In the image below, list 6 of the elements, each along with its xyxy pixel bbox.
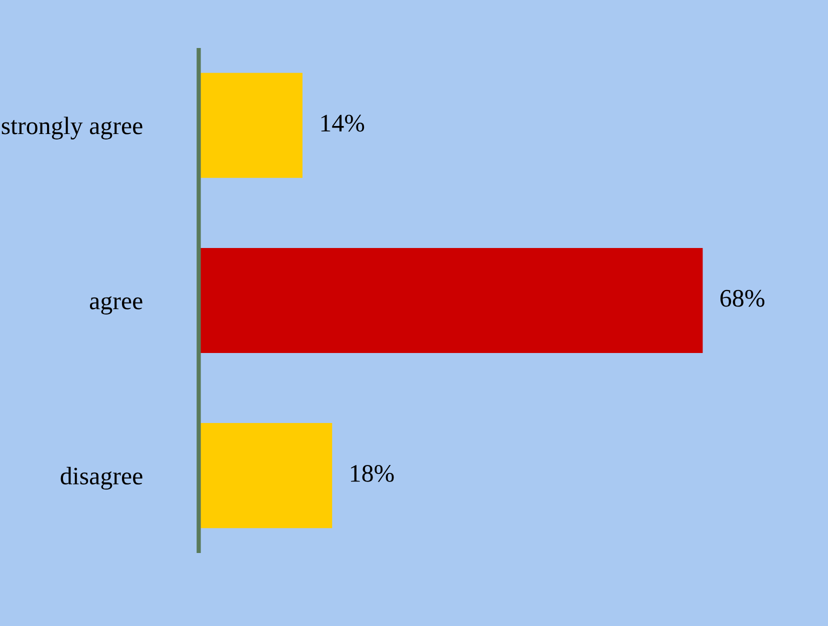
y-tick-label: strongly agree <box>2 116 142 140</box>
data-label: 18% <box>351 464 394 482</box>
data-label: 68% <box>720 290 764 307</box>
data-label: 14% <box>321 114 364 132</box>
y-tick-label: agree <box>90 296 142 315</box>
y-tick-label: disagree <box>60 466 142 490</box>
